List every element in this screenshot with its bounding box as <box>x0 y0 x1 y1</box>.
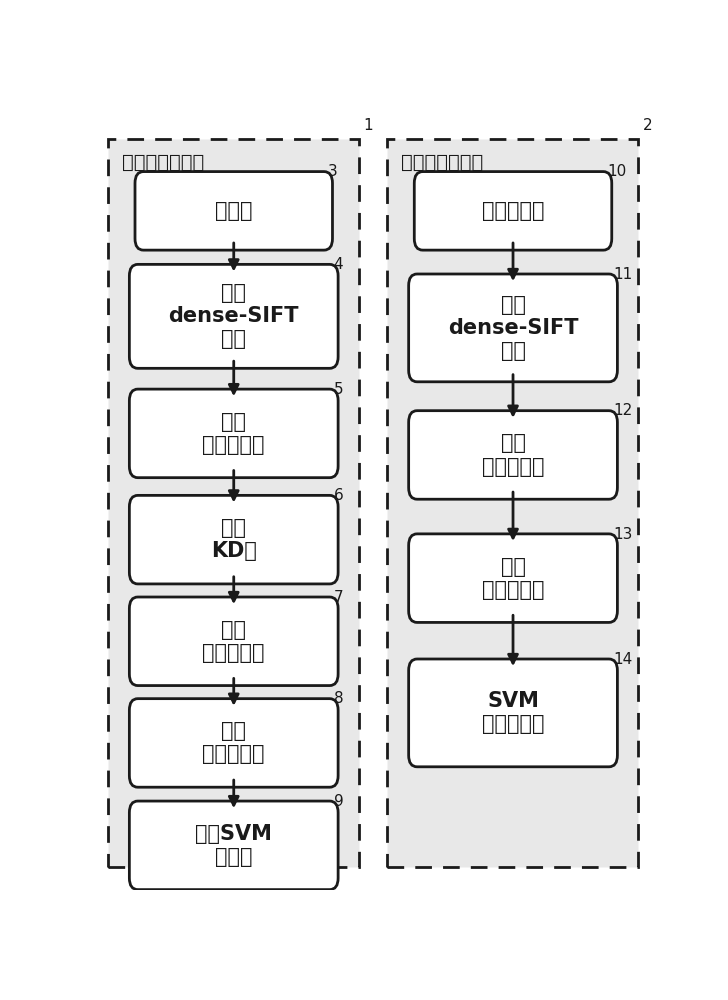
Text: 映射至词库: 映射至词库 <box>202 643 265 663</box>
FancyBboxPatch shape <box>130 495 338 584</box>
Text: 特征: 特征 <box>501 341 526 361</box>
Text: 分类判别器: 分类判别器 <box>482 714 545 734</box>
Text: 11: 11 <box>613 267 632 282</box>
Text: 特征: 特征 <box>221 620 246 640</box>
FancyBboxPatch shape <box>135 172 333 250</box>
Text: 14: 14 <box>613 652 632 667</box>
FancyBboxPatch shape <box>130 597 338 686</box>
Text: SVM: SVM <box>487 691 539 711</box>
Text: 训练SVM: 训练SVM <box>195 824 272 844</box>
Text: 空间直方图: 空间直方图 <box>482 580 545 600</box>
FancyBboxPatch shape <box>130 264 338 368</box>
Text: 空间直方图: 空间直方图 <box>202 744 265 764</box>
Text: 12: 12 <box>613 403 632 418</box>
Text: 训练库: 训练库 <box>215 201 253 221</box>
FancyBboxPatch shape <box>108 139 359 867</box>
FancyBboxPatch shape <box>130 389 338 478</box>
FancyBboxPatch shape <box>414 172 612 250</box>
Text: 建立: 建立 <box>501 557 526 577</box>
Text: 1: 1 <box>363 118 373 133</box>
Text: 5: 5 <box>333 382 343 397</box>
Text: 离线训练子系统: 离线训练子系统 <box>122 153 205 172</box>
Text: 9: 9 <box>333 794 344 809</box>
Text: 6: 6 <box>333 488 344 503</box>
FancyBboxPatch shape <box>408 411 617 499</box>
FancyBboxPatch shape <box>408 534 617 622</box>
Text: 8: 8 <box>333 691 343 706</box>
FancyBboxPatch shape <box>408 659 617 767</box>
Text: 特征: 特征 <box>221 329 246 349</box>
Text: 待检测图像: 待检测图像 <box>482 201 545 221</box>
Text: 4: 4 <box>333 257 343 272</box>
FancyBboxPatch shape <box>408 274 617 382</box>
Text: 3: 3 <box>328 164 338 179</box>
FancyBboxPatch shape <box>130 801 338 890</box>
Text: KD树: KD树 <box>211 541 257 561</box>
Text: 在线识别子系统: 在线识别子系统 <box>401 153 483 172</box>
Text: 视觉词汇库: 视觉词汇库 <box>202 435 265 455</box>
Text: 提取: 提取 <box>501 295 526 315</box>
Text: dense-SIFT: dense-SIFT <box>168 306 299 326</box>
Text: dense-SIFT: dense-SIFT <box>448 318 578 338</box>
Text: 分类器: 分类器 <box>215 847 253 867</box>
Text: 建立: 建立 <box>221 721 246 741</box>
Text: 建立: 建立 <box>221 412 246 432</box>
FancyBboxPatch shape <box>387 139 638 867</box>
Text: 特征: 特征 <box>501 433 526 453</box>
Text: 映射至词库: 映射至词库 <box>482 457 545 477</box>
FancyBboxPatch shape <box>130 699 338 787</box>
Text: 2: 2 <box>643 118 652 133</box>
Text: 10: 10 <box>607 164 627 179</box>
Text: 提取: 提取 <box>221 283 246 303</box>
Text: 13: 13 <box>613 527 632 542</box>
Text: 7: 7 <box>333 590 343 605</box>
Text: 建立: 建立 <box>221 518 246 538</box>
